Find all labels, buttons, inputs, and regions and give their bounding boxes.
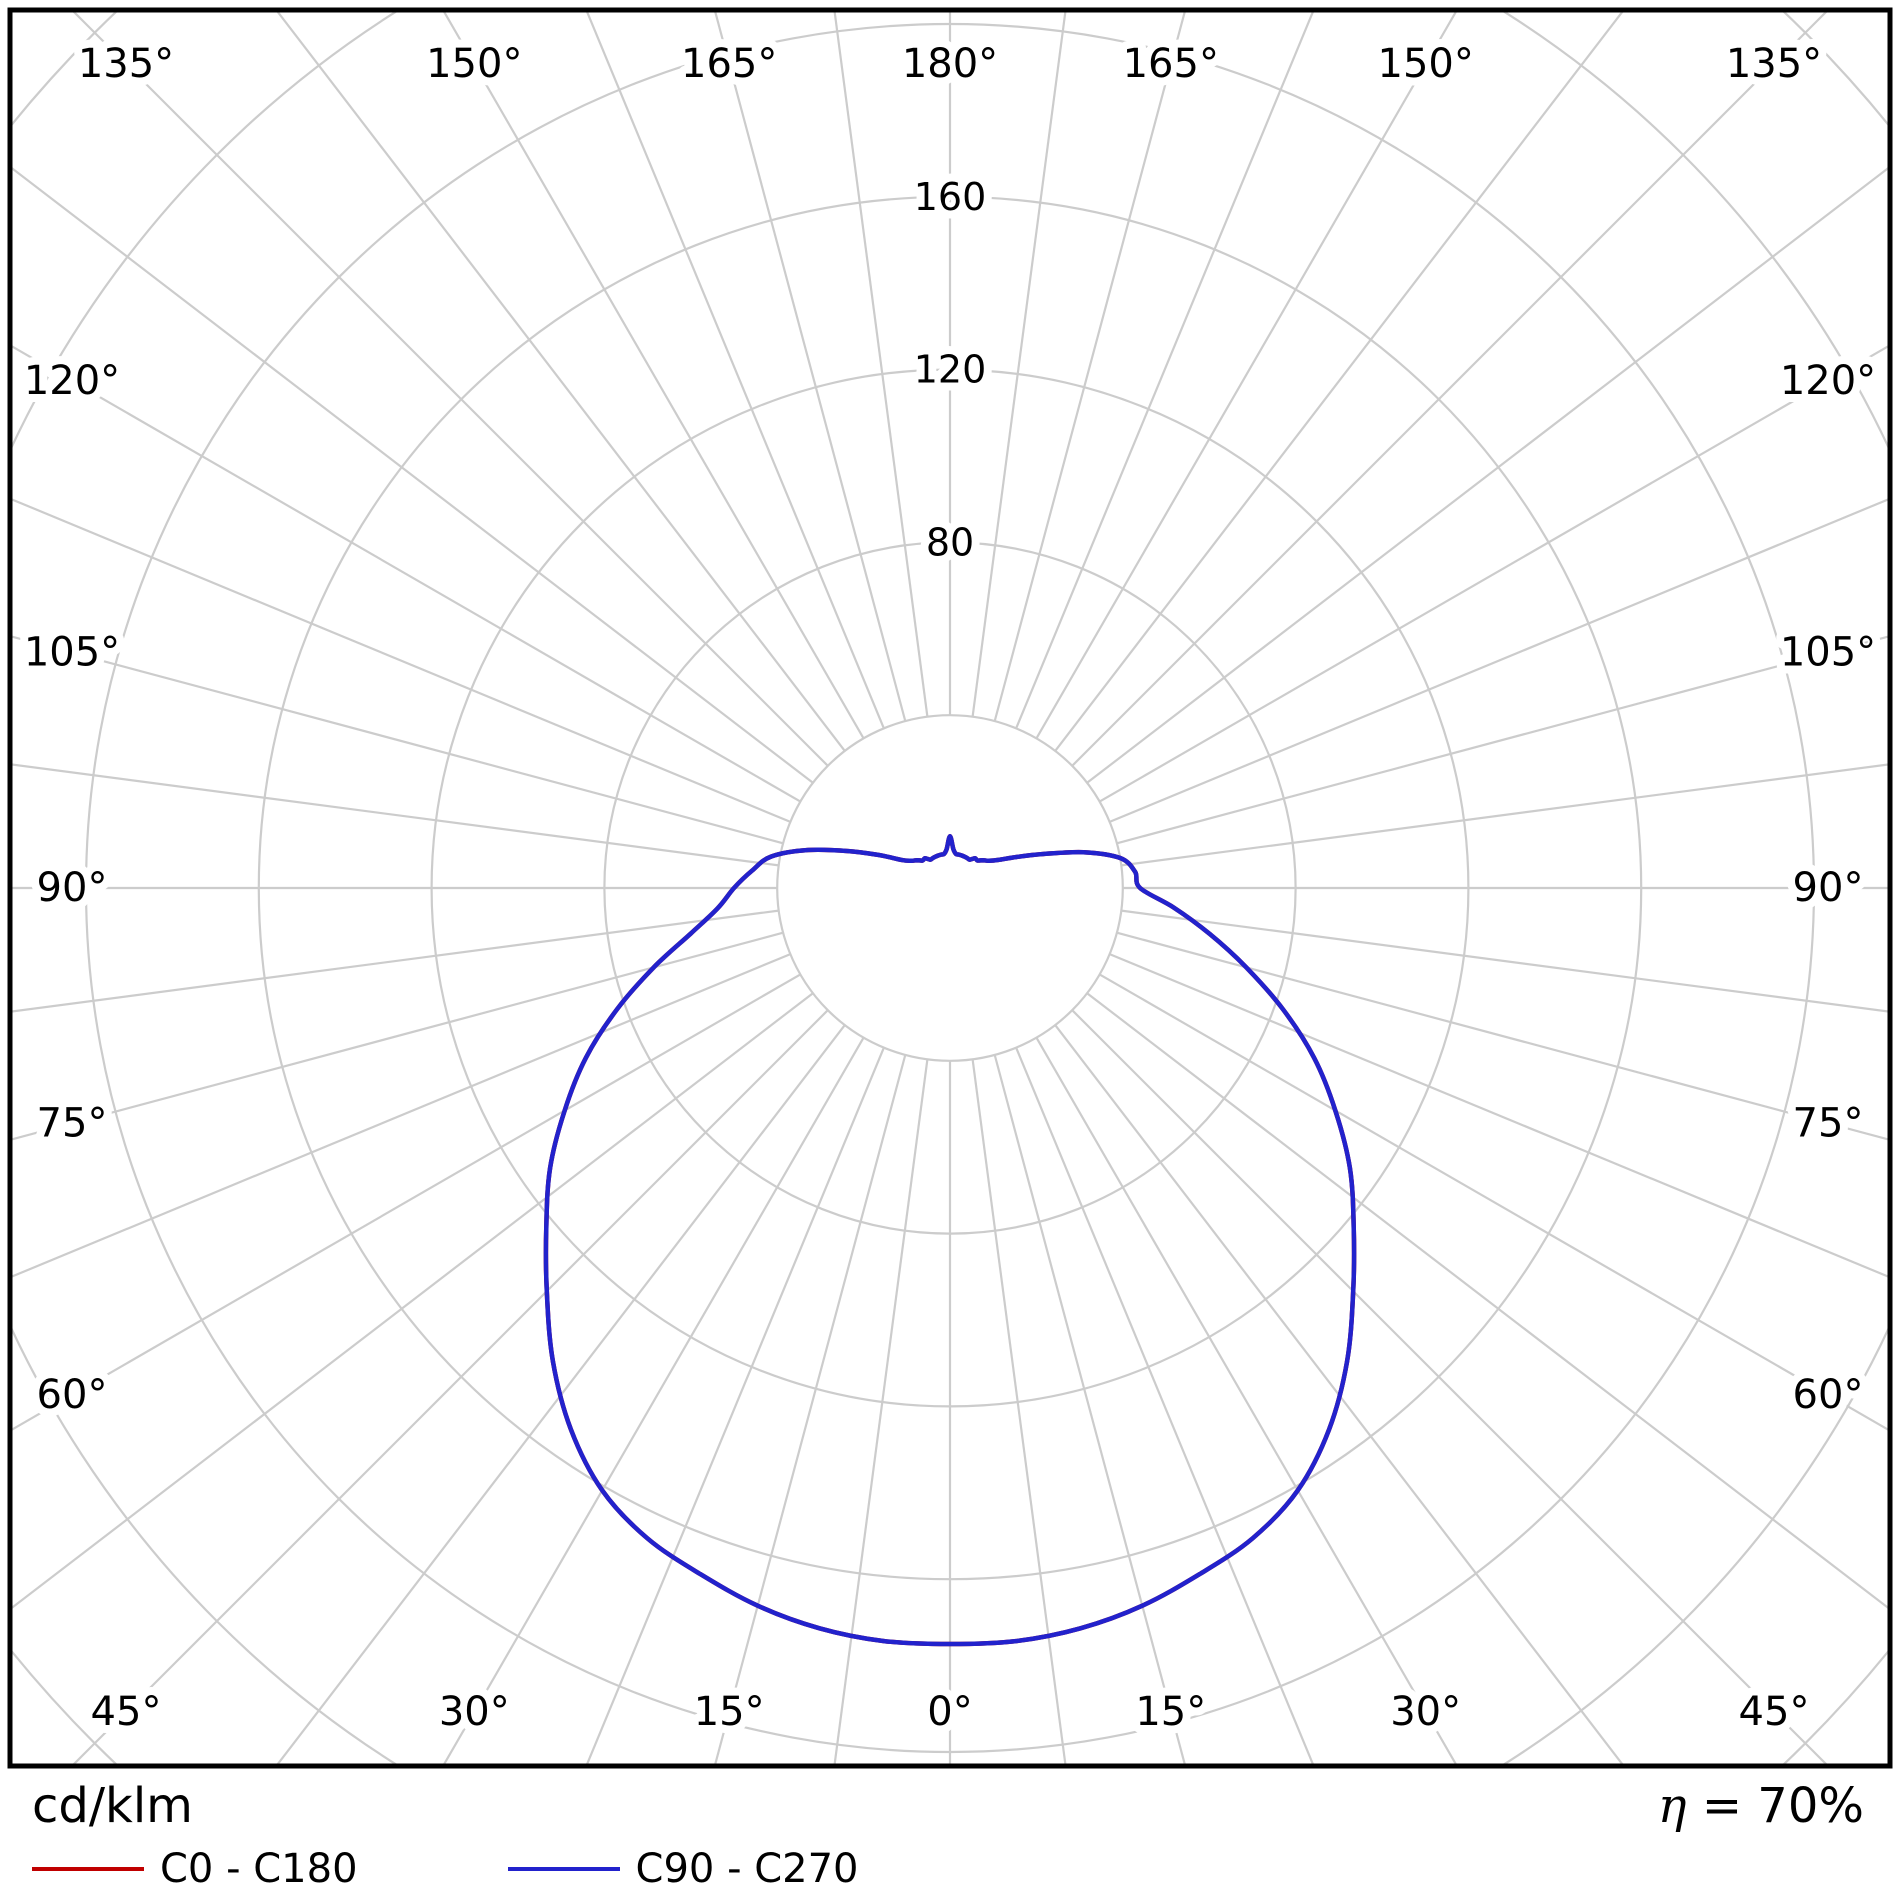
legend-item-c0-c180: C0 - C180 (32, 1846, 358, 1892)
svg-text:150°: 150° (1378, 41, 1474, 87)
svg-text:165°: 165° (1123, 41, 1219, 87)
svg-text:30°: 30° (439, 1689, 510, 1735)
svg-text:75°: 75° (1793, 1100, 1864, 1146)
legend-swatch-blue (507, 1867, 620, 1871)
intensity-curves (543, 833, 1357, 1647)
svg-text:150°: 150° (426, 41, 522, 87)
svg-text:75°: 75° (37, 1100, 108, 1146)
legend-item-c90-c270: C90 - C270 (507, 1846, 859, 1892)
plot-border (7, 7, 1893, 1769)
svg-text:105°: 105° (24, 630, 120, 676)
svg-text:60°: 60° (1793, 1372, 1864, 1418)
svg-text:15°: 15° (1135, 1689, 1206, 1735)
legend-label: C90 - C270 (635, 1846, 859, 1892)
efficiency-label: η = 70% (1658, 1778, 1864, 1834)
curve-c90-c270 (543, 833, 1357, 1647)
svg-text:105°: 105° (1780, 630, 1876, 676)
legend: C0 - C180 C90 - C270 (32, 1846, 859, 1892)
svg-text:180°: 180° (902, 41, 998, 87)
svg-text:30°: 30° (1390, 1689, 1461, 1735)
svg-text:165°: 165° (681, 41, 777, 87)
svg-text:120: 120 (914, 348, 987, 392)
angle-labels: 0° 15° 15° 30° 30° 45° 45° 60° 60° 75° 75° 90° 90° 10… (16, 33, 1884, 1743)
legend-swatch-red (32, 1867, 144, 1871)
eta-symbol: η (1657, 1778, 1687, 1834)
svg-text:45°: 45° (91, 1689, 162, 1735)
svg-text:80: 80 (926, 520, 974, 564)
svg-text:135°: 135° (1726, 41, 1822, 87)
eta-value: = 70% (1701, 1778, 1864, 1834)
svg-text:45°: 45° (1739, 1689, 1810, 1735)
legend-label: C0 - C180 (160, 1846, 358, 1892)
svg-text:0°: 0° (927, 1689, 972, 1735)
svg-text:60°: 60° (37, 1372, 108, 1418)
svg-text:120°: 120° (1780, 358, 1876, 404)
ring-labels: 80 120 160 (906, 167, 995, 573)
svg-text:90°: 90° (37, 865, 108, 911)
svg-text:160: 160 (914, 175, 987, 219)
svg-text:90°: 90° (1793, 865, 1864, 911)
svg-text:120°: 120° (24, 358, 120, 404)
svg-text:135°: 135° (78, 41, 174, 87)
svg-text:15°: 15° (694, 1689, 765, 1735)
unit-label: cd/klm (32, 1778, 193, 1834)
